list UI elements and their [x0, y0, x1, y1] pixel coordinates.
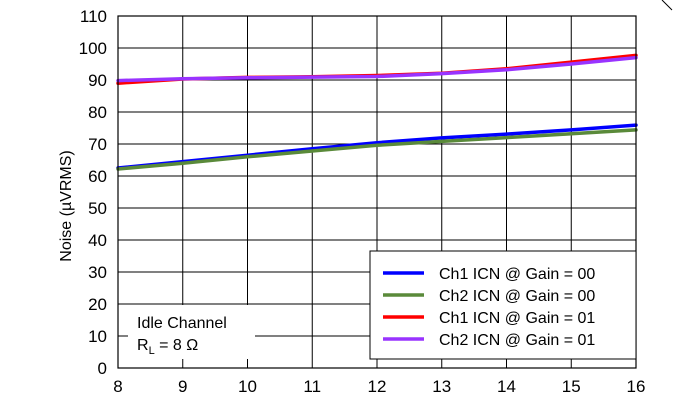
x-tick-label: 10: [238, 377, 257, 396]
y-tick-label: 90: [88, 71, 107, 90]
x-tick-label: 15: [562, 377, 581, 396]
legend-label: Ch2 ICN @ Gain = 00: [439, 288, 595, 305]
series-lines: [116, 53, 638, 171]
x-tick-label: 9: [178, 377, 187, 396]
x-tick-labels: 8 9 10 11 12 13 14 15 16: [113, 377, 645, 396]
legend: Ch1 ICN @ Gain = 00 Ch2 ICN @ Gain = 00 Ch…: [369, 250, 637, 360]
y-tick-label: 20: [88, 295, 107, 314]
x-tick-label: 8: [113, 377, 122, 396]
y-tick-label: 40: [88, 231, 107, 250]
annotation: Idle Channel RL = 8 Ω: [128, 305, 255, 359]
annotation-box: [128, 305, 255, 359]
annotation-line1: Idle Channel: [137, 315, 227, 332]
y-tick-label: 10: [88, 327, 107, 346]
y-tick-label: 80: [88, 103, 107, 122]
x-tick-label: 13: [432, 377, 451, 396]
x-tick-label: 14: [497, 377, 516, 396]
series-line-2: [116, 128, 638, 171]
y-tick-label: 100: [79, 39, 107, 58]
corner-mark: [661, 0, 673, 11]
y-tick-label: 50: [88, 199, 107, 218]
y-axis-title: Noise (µVRMS): [58, 150, 75, 261]
legend-box: [369, 250, 637, 360]
y-tick-label: 70: [88, 135, 107, 154]
y-tick-labels: 0 10 20 30 40 50 60 70 80 90 100 110: [79, 7, 107, 378]
y-tick-label: 0: [98, 359, 107, 378]
plot-frame: [117, 15, 637, 369]
y-tick-label: 30: [88, 263, 107, 282]
annotation-line2: RL = 8 Ω: [137, 337, 198, 357]
legend-label: Ch1 ICN @ Gain = 01: [439, 310, 595, 327]
x-tick-label: 12: [368, 377, 387, 396]
legend-label: Ch2 ICN @ Gain = 01: [439, 332, 595, 349]
x-tick-label: 16: [627, 377, 646, 396]
y-tick-label: 110: [80, 7, 107, 26]
series-line-4: [116, 55, 638, 83]
x-tick-label: 11: [303, 377, 321, 396]
legend-label: Ch1 ICN @ Gain = 00: [439, 266, 595, 283]
y-tick-label: 60: [88, 167, 107, 186]
